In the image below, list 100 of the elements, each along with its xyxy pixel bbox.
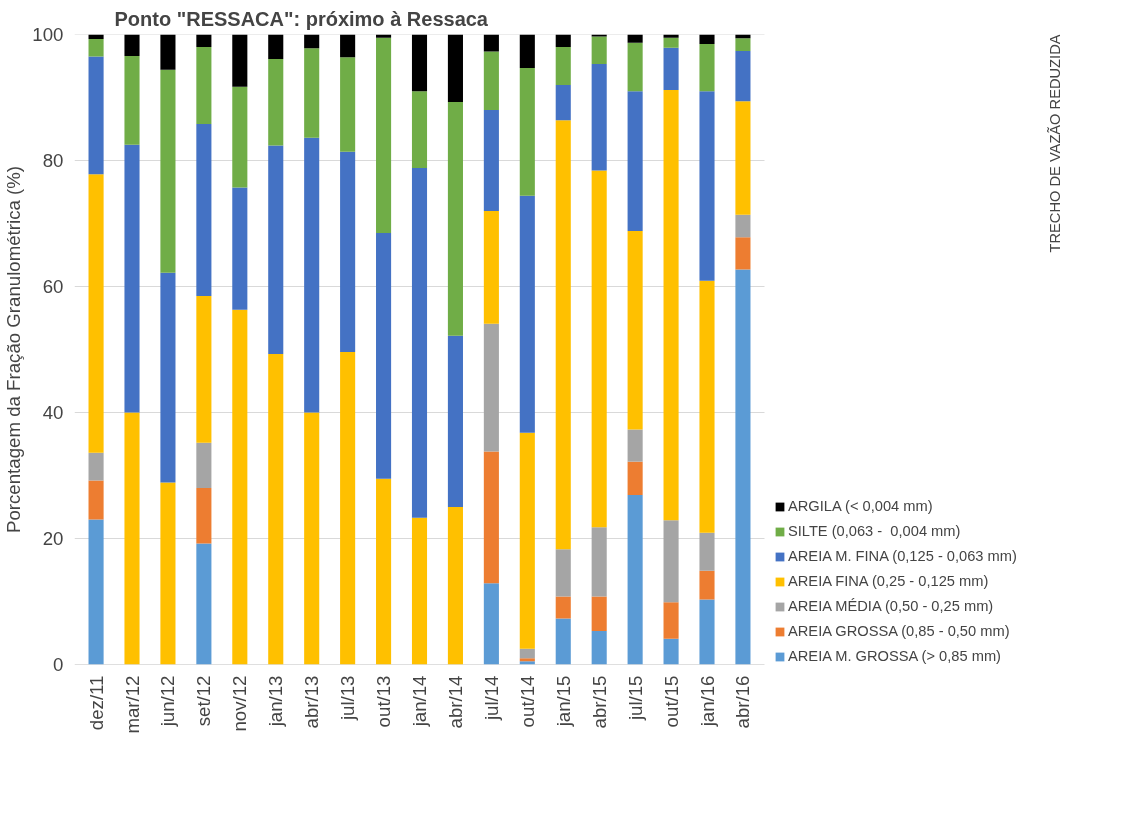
x-tick-label: dez/11 bbox=[85, 675, 107, 731]
bar bbox=[88, 519, 104, 665]
bar bbox=[268, 145, 284, 354]
bar bbox=[591, 170, 607, 528]
bar bbox=[304, 34, 320, 49]
bar bbox=[447, 507, 463, 665]
bar bbox=[555, 47, 571, 85]
x-tick-label: jul/14 bbox=[480, 675, 502, 722]
bar bbox=[663, 34, 679, 38]
bar bbox=[627, 495, 643, 665]
y-tick-label: 60 bbox=[42, 276, 64, 297]
legend-label: AREIA GROSSA (0,85 - 0,50 mm) bbox=[788, 623, 1010, 639]
x-tick-label: jul/13 bbox=[337, 675, 359, 722]
bar bbox=[555, 618, 571, 665]
bar bbox=[519, 195, 535, 433]
bar bbox=[627, 461, 643, 496]
legend-label: AREIA M. FINA (0,125 - 0,063 mm) bbox=[788, 548, 1017, 564]
bar bbox=[160, 34, 176, 70]
bar bbox=[304, 412, 320, 665]
bar bbox=[88, 174, 104, 453]
bar bbox=[124, 144, 140, 413]
x-tick-label: abr/16 bbox=[732, 675, 754, 729]
bar bbox=[447, 335, 463, 507]
bar bbox=[699, 91, 715, 281]
bar bbox=[663, 638, 679, 665]
bar bbox=[591, 527, 607, 597]
bar bbox=[663, 37, 679, 48]
bar bbox=[340, 151, 356, 353]
chart-title: Ponto "RESSACA": próximo à Ressaca bbox=[114, 7, 489, 30]
bar bbox=[591, 631, 607, 665]
x-tick-label: abr/13 bbox=[301, 675, 323, 729]
bar bbox=[627, 42, 643, 92]
bar bbox=[519, 34, 535, 68]
bar bbox=[340, 34, 356, 58]
bar bbox=[196, 488, 212, 544]
bar bbox=[124, 34, 140, 56]
bar bbox=[483, 210, 499, 324]
bar bbox=[340, 57, 356, 152]
bar bbox=[160, 482, 176, 665]
legend-label: AREIA FINA (0,25 - 0,125 mm) bbox=[788, 573, 989, 589]
bar bbox=[627, 91, 643, 232]
bar bbox=[88, 452, 104, 481]
bar bbox=[88, 56, 104, 175]
y-axis-title: Porcentagem da Fração Granulométrica (%) bbox=[3, 165, 25, 534]
bar bbox=[411, 91, 428, 169]
x-tick-label: set/12 bbox=[193, 675, 215, 727]
bar bbox=[627, 231, 643, 430]
bar bbox=[447, 34, 463, 102]
bar bbox=[699, 34, 715, 44]
bar bbox=[591, 596, 607, 632]
bar bbox=[699, 43, 715, 92]
bar bbox=[627, 34, 643, 43]
bar bbox=[663, 47, 679, 90]
bar bbox=[304, 137, 320, 413]
legend-label: AREIA M. GROSSA (> 0,85 mm) bbox=[788, 648, 1001, 664]
bar bbox=[663, 520, 679, 603]
bar bbox=[232, 86, 248, 188]
bar bbox=[663, 602, 679, 639]
bar bbox=[304, 48, 320, 138]
x-tick-label: jan/14 bbox=[409, 675, 430, 728]
bar bbox=[376, 37, 392, 233]
bar bbox=[160, 69, 176, 273]
bar bbox=[699, 570, 715, 600]
bar bbox=[555, 596, 571, 619]
bar bbox=[124, 55, 140, 145]
bar bbox=[88, 480, 104, 520]
bar bbox=[411, 34, 428, 92]
bar bbox=[735, 237, 751, 270]
x-tick-label: jan/13 bbox=[265, 675, 287, 728]
bar bbox=[735, 214, 751, 238]
bar bbox=[483, 583, 499, 665]
bar bbox=[411, 517, 428, 665]
x-tick-label: jun/12 bbox=[157, 675, 179, 728]
legend-label: ARGILA (< 0,004 mm) bbox=[788, 498, 933, 514]
bar bbox=[376, 232, 392, 479]
bar bbox=[699, 280, 715, 533]
x-tick-label: out/15 bbox=[660, 675, 682, 728]
legend-label: AREIA MÉDIA (0,50 - 0,25 mm) bbox=[788, 598, 994, 614]
bar bbox=[196, 34, 212, 48]
bar bbox=[88, 38, 104, 57]
bar bbox=[591, 36, 607, 65]
bar bbox=[519, 648, 535, 659]
bar bbox=[591, 64, 607, 171]
y-tick-label: 80 bbox=[42, 150, 64, 171]
bar bbox=[555, 34, 571, 48]
bar bbox=[735, 38, 751, 51]
bar bbox=[735, 269, 751, 665]
bar bbox=[411, 168, 428, 518]
bar bbox=[555, 120, 571, 550]
bar bbox=[663, 89, 679, 521]
x-tick-label: jul/15 bbox=[624, 675, 646, 722]
bar bbox=[735, 101, 751, 215]
x-tick-label: out/13 bbox=[373, 675, 395, 728]
x-tick-label: mar/12 bbox=[121, 675, 143, 734]
bar bbox=[160, 272, 176, 483]
bar bbox=[124, 412, 140, 665]
bar bbox=[376, 34, 392, 38]
x-tick-label: jan/16 bbox=[696, 675, 718, 728]
bar bbox=[196, 543, 212, 665]
bar bbox=[268, 59, 284, 146]
